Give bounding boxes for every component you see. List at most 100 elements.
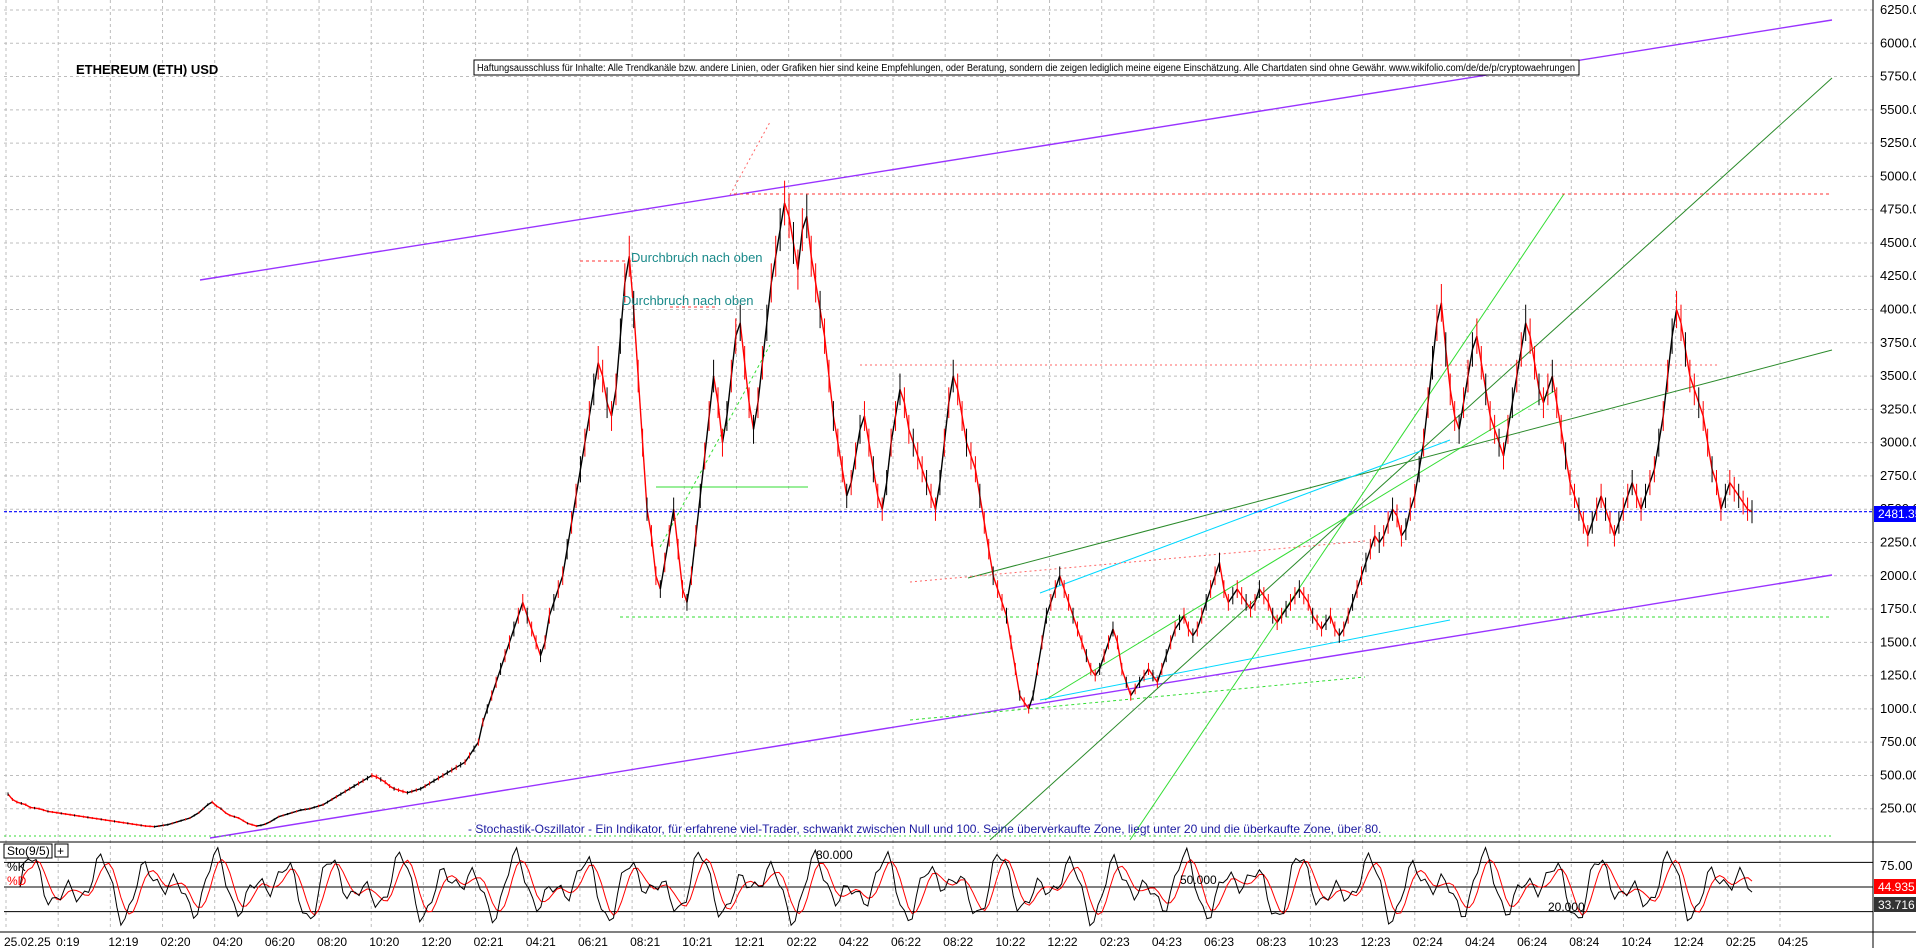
- x-tick-label: 06:21: [578, 935, 608, 948]
- trendline: [967, 349, 1833, 579]
- price-segment: [1485, 389, 1491, 417]
- price-segment: [1613, 522, 1620, 537]
- price-segment: [118, 821, 124, 824]
- price-segment: [158, 824, 164, 827]
- y-tick-label: 4500.00: [1880, 235, 1916, 250]
- price-segment: [1436, 302, 1443, 323]
- price-segment: [464, 755, 471, 763]
- price-segment: [1666, 336, 1673, 377]
- x-tick-label: 02:23: [1100, 935, 1130, 948]
- x-tick-label: 02:25: [1726, 935, 1756, 948]
- price-series: [7, 180, 1753, 828]
- price-segment: [1689, 375, 1695, 390]
- price-segment: [38, 808, 44, 811]
- price-segment: [1511, 375, 1518, 403]
- price-segment: [393, 788, 399, 791]
- price-segment: [1622, 495, 1629, 510]
- y-tick-label: 4000.00: [1880, 302, 1916, 317]
- price-segment: [917, 455, 923, 470]
- price-segment: [1476, 336, 1482, 363]
- price-segment: [499, 655, 506, 670]
- price-segment: [1121, 668, 1127, 683]
- price-segment: [810, 256, 817, 284]
- price-segment: [1014, 668, 1021, 696]
- price-segment: [1400, 528, 1407, 537]
- price-segment: [1094, 668, 1101, 676]
- price-segment: [1702, 415, 1709, 443]
- price-segment: [899, 389, 906, 403]
- price-segment: [668, 509, 675, 536]
- plus-icon[interactable]: +: [57, 844, 64, 858]
- price-segment: [1405, 509, 1411, 530]
- price-segment: [1143, 668, 1150, 676]
- price-segment: [570, 495, 577, 523]
- price-segment: [979, 495, 985, 523]
- price-segment: [761, 322, 768, 363]
- price-segment: [358, 780, 364, 785]
- x-tick-label: 0:19: [56, 935, 80, 948]
- price-segment: [7, 793, 13, 800]
- x-tick-label: 08:20: [317, 935, 347, 948]
- price-segment: [939, 442, 946, 483]
- stoch-expand-button[interactable]: [54, 843, 69, 858]
- y-tick-label: 5250.00: [1880, 135, 1916, 150]
- price-segment: [517, 602, 524, 616]
- price-segment: [526, 615, 533, 630]
- price-segment: [619, 282, 626, 337]
- price-segment: [163, 824, 168, 827]
- price-segment: [721, 415, 728, 443]
- price-segment: [1147, 668, 1154, 676]
- price-segment: [779, 202, 786, 230]
- price-segment: [278, 814, 284, 818]
- price-segment: [850, 455, 857, 483]
- price-segment: [74, 814, 80, 817]
- price-segment: [1130, 688, 1136, 696]
- price-segment: [925, 482, 932, 497]
- price-segment: [1227, 595, 1234, 603]
- price-segment: [535, 642, 542, 656]
- price-segment: [996, 588, 1003, 603]
- price-segment: [557, 575, 564, 590]
- price-segment: [1285, 601, 1292, 610]
- price-segment: [1041, 615, 1048, 643]
- price-segment: [1289, 595, 1296, 603]
- price-segment: [1507, 402, 1514, 430]
- price-segment: [690, 535, 697, 576]
- price-segment: [948, 375, 954, 403]
- price-segment: [664, 535, 670, 563]
- price-segment: [806, 216, 812, 257]
- stochastic-note: - Stochastik-Oszillator - Ein Indikator,…: [468, 822, 1381, 836]
- price-segment: [229, 814, 235, 818]
- y-tick-label: 1500.00: [1880, 634, 1916, 649]
- price-segment: [198, 808, 204, 814]
- price-segment: [491, 682, 497, 696]
- price-segment: [1152, 675, 1158, 683]
- price-segment: [1351, 588, 1358, 603]
- x-tick-label: 12:21: [734, 935, 764, 948]
- price-segment: [1653, 442, 1660, 470]
- price-segment: [1223, 588, 1230, 603]
- price-segment: [1640, 495, 1647, 510]
- price-segment: [548, 602, 555, 616]
- price-segment: [1440, 302, 1447, 350]
- price-segment: [1471, 335, 1478, 350]
- price-segment: [12, 798, 18, 803]
- price-segment: [433, 777, 439, 782]
- price-segment: [513, 615, 519, 630]
- price-segment: [1724, 482, 1731, 497]
- price-segment: [1161, 655, 1167, 670]
- price-segment: [1396, 515, 1403, 536]
- price-segment: [47, 810, 53, 813]
- price-segment: [1458, 402, 1465, 430]
- price-segment: [1422, 402, 1429, 443]
- x-tick-label: 10:23: [1308, 935, 1338, 948]
- price-segment: [1334, 628, 1340, 637]
- price-segment: [141, 824, 146, 827]
- price-segment: [101, 818, 106, 821]
- price-segment: [992, 575, 999, 590]
- price-segment: [575, 469, 582, 497]
- y-tick-label: 3250.00: [1880, 401, 1916, 416]
- stoch-k-line: [19, 846, 1753, 927]
- price-segment: [340, 790, 346, 795]
